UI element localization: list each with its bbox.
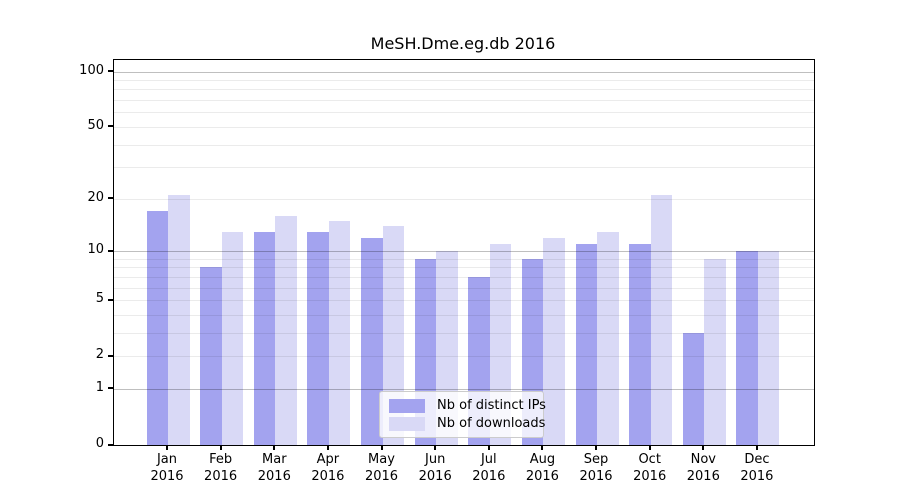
major-gridline-100 — [114, 71, 814, 73]
plot-area — [113, 59, 815, 446]
x-tick-sep — [595, 445, 597, 450]
y-tick-20 — [108, 197, 113, 200]
bar-downloads-feb — [221, 231, 244, 445]
minor-gridline-80 — [114, 89, 814, 91]
minor-gridline-9 — [114, 258, 814, 260]
y-tick-10 — [108, 249, 113, 252]
x-tick-aug — [541, 445, 544, 450]
legend-label-downloads: Nb of downloads — [437, 416, 546, 431]
x-tick-label-mar: Mar 2016 — [257, 452, 291, 484]
minor-gridline-5 — [114, 300, 814, 301]
minor-gridline-6 — [114, 287, 814, 289]
bar-distinct-ips-feb — [200, 267, 222, 445]
x-tick-label-nov: Nov 2016 — [686, 452, 720, 484]
x-tick-label-apr: Apr 2016 — [311, 452, 345, 484]
legend-label-distinct-ips: Nb of distinct IPs — [437, 398, 546, 413]
x-tick-label-jun: Jun 2016 — [418, 452, 452, 484]
bar-distinct-ips-jan — [146, 211, 168, 445]
x-tick-jul — [487, 445, 490, 450]
y-tick-label-20: 20 — [87, 189, 104, 205]
bar-distinct-ips-nov — [682, 332, 705, 445]
bar-downloads-apr — [328, 220, 351, 445]
bar-downloads-nov — [704, 258, 726, 445]
minor-gridline-90 — [114, 80, 814, 81]
x-tick-label-oct: Oct 2016 — [633, 452, 667, 484]
minor-gridline-50 — [114, 126, 814, 128]
y-tick-label-0: 0 — [95, 436, 104, 451]
minor-gridline-2 — [114, 356, 814, 358]
bar-distinct-ips-sep — [575, 243, 597, 445]
y-tick-50 — [108, 125, 113, 128]
y-tick-5 — [108, 298, 113, 301]
x-tick-label-feb: Feb 2016 — [204, 452, 238, 484]
minor-gridline-30 — [114, 167, 814, 169]
x-tick-feb — [219, 445, 222, 450]
minor-gridline-70 — [114, 100, 814, 102]
legend: Nb of distinct IPs Nb of downloads — [379, 391, 546, 438]
x-tick-jan — [166, 445, 168, 450]
y-tick-label-5: 5 — [95, 291, 104, 306]
y-tick-100 — [108, 70, 113, 73]
bar-downloads-may — [382, 225, 404, 445]
bar-distinct-ips-apr — [307, 231, 329, 445]
minor-gridline-20 — [114, 198, 814, 200]
x-tick-label-dec: Dec 2016 — [740, 452, 774, 484]
x-tick-label-aug: Aug 2016 — [525, 452, 559, 484]
bar-distinct-ips-may — [361, 237, 383, 445]
x-tick-mar — [273, 445, 276, 450]
bar-downloads-mar — [275, 215, 297, 445]
minor-gridline-4 — [114, 314, 814, 316]
y-tick-label-50: 50 — [87, 117, 104, 133]
y-tick-1 — [108, 387, 113, 390]
bar-distinct-ips-oct — [629, 243, 651, 445]
x-tick-nov — [702, 445, 705, 450]
x-tick-oct — [648, 445, 651, 450]
bar-distinct-ips-mar — [253, 231, 276, 445]
legend-item-distinct-ips: Nb of distinct IPs — [389, 397, 546, 414]
y-tick-label-100: 100 — [79, 62, 104, 78]
y-tick-label-2: 2 — [95, 347, 104, 363]
bar-downloads-aug — [543, 237, 565, 445]
x-tick-dec — [755, 445, 758, 450]
x-tick-jun — [434, 445, 437, 450]
chart-title: MeSH.Dme.eg.db 2016 — [370, 34, 556, 53]
x-tick-may — [380, 445, 383, 450]
x-tick-label-sep: Sep 2016 — [579, 452, 613, 484]
x-tick-label-may: May 2016 — [364, 452, 399, 484]
minor-gridline-3 — [114, 332, 814, 334]
y-tick-label-10: 10 — [87, 242, 104, 257]
legend-swatch-distinct-ips — [389, 398, 425, 413]
bar-downloads-jan — [168, 194, 190, 445]
minor-gridline-7 — [114, 276, 814, 278]
bar-distinct-ips-dec — [736, 251, 758, 445]
x-tick-label-jan: Jan 2016 — [150, 452, 184, 484]
y-tick-2 — [108, 354, 113, 357]
minor-gridline-8 — [114, 267, 814, 269]
bar-downloads-sep — [597, 231, 619, 445]
major-gridline-10 — [114, 251, 814, 252]
legend-swatch-downloads — [389, 416, 425, 431]
major-gridline-1 — [114, 388, 814, 390]
x-tick-label-jul: Jul 2016 — [472, 452, 506, 484]
minor-gridline-40 — [114, 144, 814, 146]
bar-downloads-oct — [650, 194, 673, 445]
minor-gridline-60 — [114, 112, 814, 114]
x-tick-apr — [326, 445, 329, 450]
y-tick-label-1: 1 — [95, 379, 104, 395]
y-tick-0 — [108, 443, 113, 446]
bar-downloads-dec — [757, 251, 780, 445]
legend-item-downloads: Nb of downloads — [389, 415, 545, 432]
